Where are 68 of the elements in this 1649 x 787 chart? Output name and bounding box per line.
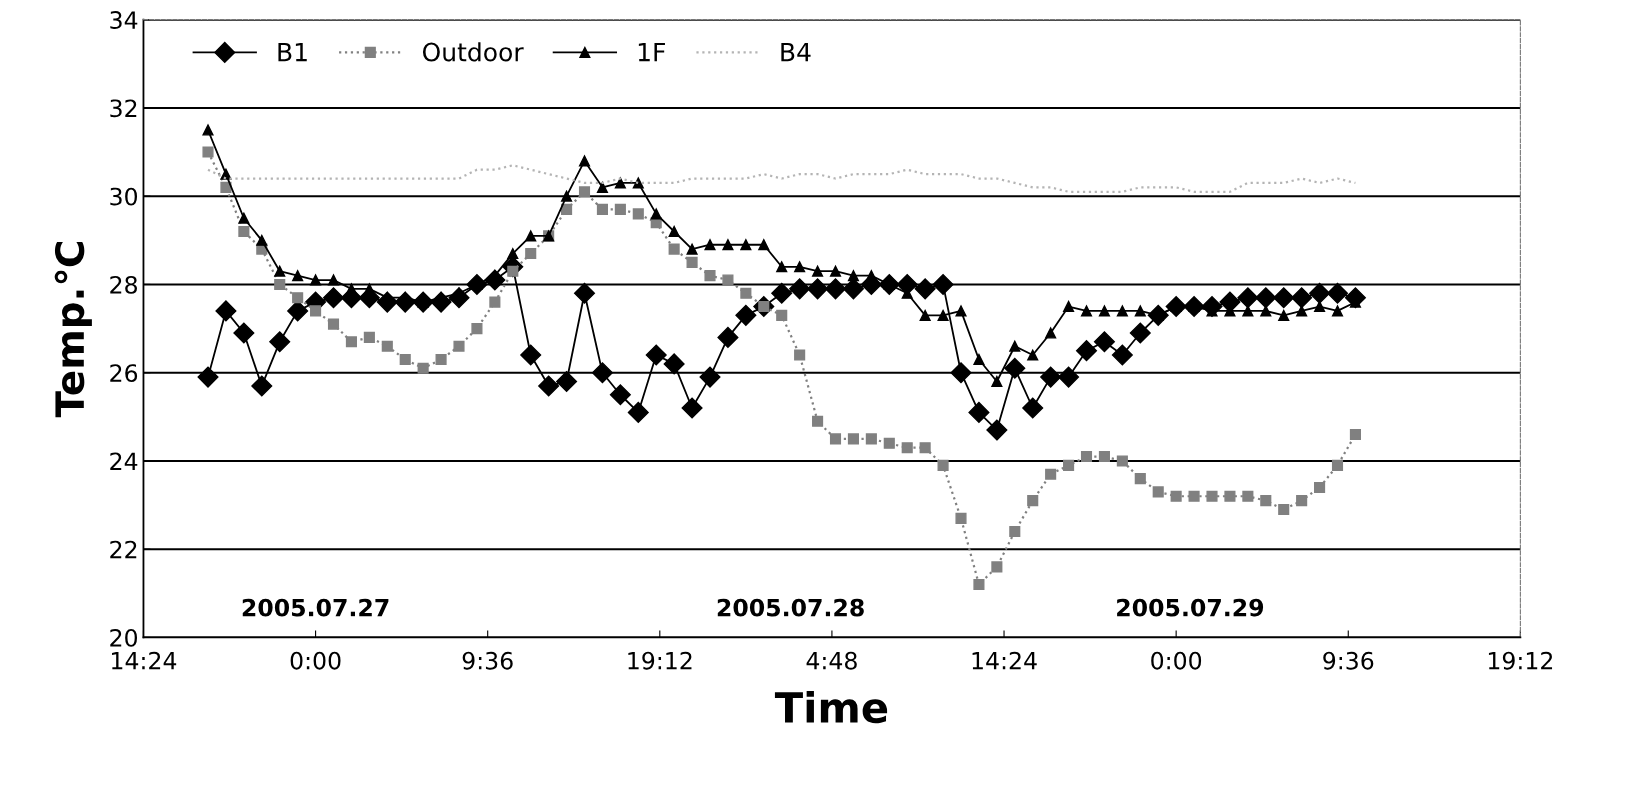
point: [847, 270, 859, 282]
point: [1331, 305, 1344, 317]
point: [1098, 305, 1110, 317]
point: [704, 239, 716, 251]
y-tick-label: 34: [110, 11, 138, 29]
point: [829, 265, 842, 277]
point: [274, 265, 286, 277]
point: [238, 212, 250, 224]
point: [1278, 309, 1290, 321]
point: [776, 261, 788, 273]
x-tick-label: 4:48: [806, 651, 857, 670]
y-tick-label: 32: [110, 99, 137, 118]
point: [596, 181, 608, 193]
point: [507, 247, 519, 260]
line-series: [206, 164, 1357, 193]
point: [794, 261, 806, 273]
annotation: 2005.07.29: [1117, 598, 1264, 617]
x-tick-label: 19:12: [628, 651, 692, 670]
x-tick-label: 19:12: [1488, 651, 1553, 670]
point: [991, 375, 1003, 388]
y-tick-label: 22: [110, 540, 137, 559]
point: [955, 305, 967, 317]
point: [1027, 349, 1039, 361]
point: [937, 309, 949, 321]
annotation: 2005.07.27: [242, 598, 389, 617]
point: [812, 265, 824, 277]
y-tick-label: 30: [110, 187, 138, 206]
point: [202, 124, 214, 136]
x-tick-label: 9:36: [1323, 651, 1374, 670]
point: [1080, 305, 1093, 317]
point: [561, 190, 573, 202]
point: [686, 243, 698, 255]
point: [650, 208, 662, 220]
point: [1009, 340, 1021, 352]
y-tick-label: 24: [110, 452, 138, 470]
y-tick-label: 26: [110, 364, 138, 383]
point: [310, 274, 322, 286]
point: [722, 239, 734, 251]
point: [1063, 300, 1075, 313]
point: [256, 234, 268, 246]
point: [614, 177, 626, 189]
y-axis-title: Temp.℃: [54, 242, 92, 418]
point: [327, 274, 340, 286]
legend-label: B1: [278, 42, 307, 62]
point: [668, 225, 680, 238]
x-tick-label: 0:00: [1151, 651, 1202, 670]
legend-label: 1F: [638, 42, 665, 62]
point: [973, 353, 985, 366]
point: [1116, 305, 1128, 317]
point: [740, 239, 752, 251]
point: [632, 177, 644, 189]
legend-label: B4: [781, 42, 811, 62]
x-tick-label: 0:00: [290, 651, 341, 670]
point: [292, 270, 304, 282]
point: [758, 239, 770, 251]
x-axis-title: Time: [774, 690, 888, 724]
point: [1134, 305, 1146, 317]
point: [1045, 327, 1057, 339]
annotation: 2005.07.28: [717, 598, 864, 617]
point: [525, 230, 537, 242]
point: [919, 309, 931, 321]
legend-label: Outdoor: [422, 42, 524, 62]
x-tick-label: 14:24: [112, 651, 177, 670]
y-tick-label: 28: [110, 275, 137, 294]
x-tick-label: 14:24: [972, 651, 1037, 670]
y-tick-label: 20: [110, 628, 138, 647]
point: [578, 155, 591, 167]
x-tick-label: 9:36: [462, 651, 513, 670]
